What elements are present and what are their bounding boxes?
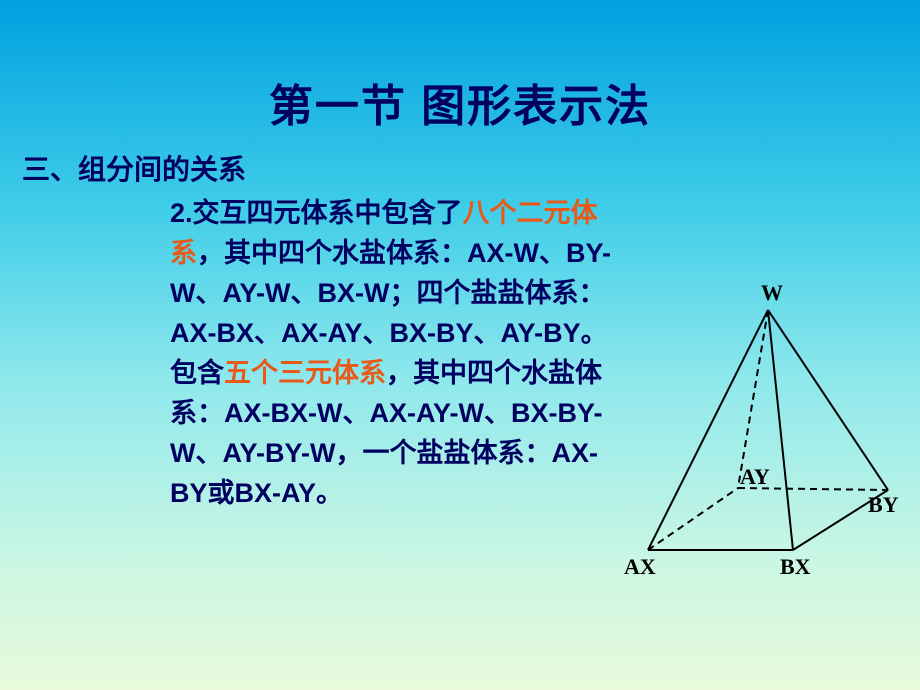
edge-AX-AY (648, 488, 738, 550)
para-highlight-2: 五个三元体系 (224, 358, 386, 388)
edge-W-AY (738, 310, 768, 488)
pyramid-diagram: W AX BX BY AY (618, 280, 908, 590)
edge-W-BX (768, 310, 793, 550)
vertex-label-AX: AX (624, 554, 656, 579)
body-paragraph: 2.交互四元体系中包含了八个二元体系，其中四个水盐体系：AX-W、BY-W、AY… (170, 194, 615, 514)
slide-title: 第一节 图形表示法 (0, 0, 920, 134)
vertex-label-W: W (761, 280, 783, 305)
vertex-label-BX: BX (780, 554, 811, 579)
section-heading: 三、组分间的关系 (22, 148, 920, 188)
para-lead: 2.交互四元体系中包含了 (170, 198, 463, 228)
pyramid-edges (648, 310, 888, 550)
edge-W-BY (768, 310, 888, 490)
vertex-label-BY: BY (868, 492, 899, 517)
edge-W-AX (648, 310, 768, 550)
vertex-label-AY: AY (740, 464, 770, 489)
